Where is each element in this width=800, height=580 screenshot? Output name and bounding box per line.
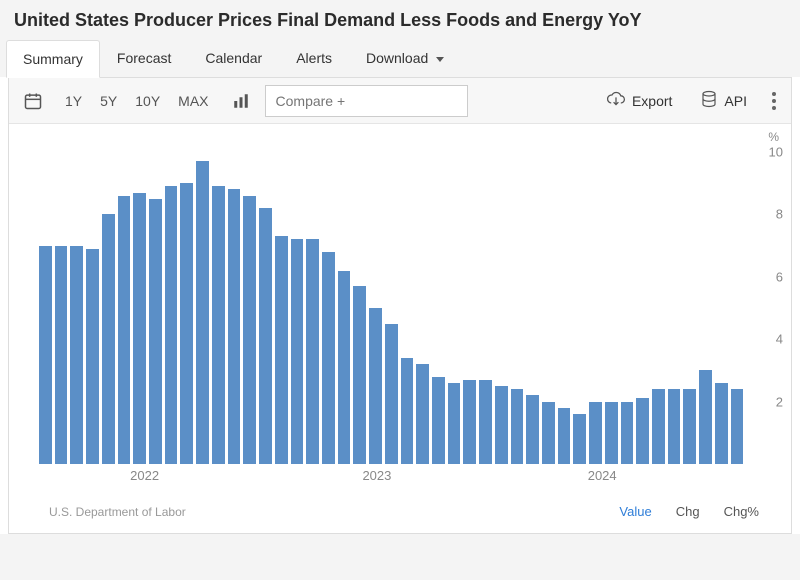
x-tick-label: 2023 [362, 468, 391, 483]
x-tick-label: 2022 [130, 468, 159, 483]
range-10y[interactable]: 10Y [127, 87, 168, 115]
bar[interactable] [573, 414, 586, 464]
bar[interactable] [463, 380, 476, 464]
x-tick-label: 2024 [588, 468, 617, 483]
source-label: U.S. Department of Labor [49, 505, 186, 519]
bar[interactable] [165, 186, 178, 464]
bar[interactable] [180, 183, 193, 464]
range-1y[interactable]: 1Y [57, 87, 90, 115]
page-title: United States Producer Prices Final Dema… [14, 10, 786, 31]
metric-chgpct[interactable]: Chg% [712, 504, 771, 519]
bar[interactable] [102, 214, 115, 464]
metric-chg[interactable]: Chg [664, 504, 712, 519]
tab-alerts[interactable]: Alerts [279, 39, 349, 77]
bar[interactable] [605, 402, 618, 464]
bar[interactable] [542, 402, 555, 464]
bar[interactable] [621, 402, 634, 464]
bar[interactable] [228, 189, 241, 464]
range-5y[interactable]: 5Y [92, 87, 125, 115]
y-tick-label: 10 [769, 145, 783, 160]
chart: % 2 4 6 8 10 2022 2023 2024 [9, 124, 791, 494]
bar[interactable] [385, 324, 398, 464]
bar[interactable] [699, 370, 712, 464]
bar[interactable] [306, 239, 319, 464]
bar[interactable] [448, 383, 461, 464]
chart-toolbar: 1Y5Y10YMAX Export [9, 78, 791, 124]
bar[interactable] [338, 271, 351, 464]
bar[interactable] [652, 389, 665, 464]
bar[interactable] [322, 252, 335, 464]
tab-download[interactable]: Download [349, 39, 461, 77]
export-button[interactable]: Export [596, 87, 682, 114]
api-button[interactable]: API [690, 86, 757, 115]
bar[interactable] [133, 193, 146, 464]
bar[interactable] [558, 408, 571, 464]
bar[interactable] [243, 196, 256, 464]
y-tick-label: 8 [776, 207, 783, 222]
bar[interactable] [589, 402, 602, 464]
bar[interactable] [683, 389, 696, 464]
bar[interactable] [416, 364, 429, 464]
bar[interactable] [149, 199, 162, 464]
y-tick-label: 6 [776, 269, 783, 284]
y-axis-unit: % [768, 130, 779, 144]
bar[interactable] [118, 196, 131, 464]
bar[interactable] [369, 308, 382, 464]
bar[interactable] [55, 246, 68, 464]
bar[interactable] [259, 208, 272, 464]
bar[interactable] [86, 249, 99, 464]
range-max[interactable]: MAX [170, 87, 216, 115]
bar[interactable] [636, 398, 649, 464]
bar[interactable] [70, 246, 83, 464]
calendar-icon[interactable] [17, 85, 49, 117]
bar[interactable] [275, 236, 288, 464]
chevron-down-icon [436, 57, 444, 62]
bar[interactable] [479, 380, 492, 464]
bar[interactable] [511, 389, 524, 464]
tabset: SummaryForecastCalendarAlertsDownload [0, 39, 800, 77]
bar[interactable] [526, 395, 539, 464]
cloud-download-icon [606, 91, 626, 110]
bar[interactable] [715, 383, 728, 464]
more-options-icon[interactable] [765, 92, 783, 110]
api-label: API [724, 93, 747, 109]
bar[interactable] [401, 358, 414, 464]
metric-value[interactable]: Value [607, 504, 663, 519]
y-tick-label: 2 [776, 394, 783, 409]
bar[interactable] [495, 386, 508, 464]
bar[interactable] [668, 389, 681, 464]
bar[interactable] [291, 239, 304, 464]
tab-summary[interactable]: Summary [6, 40, 100, 78]
bar[interactable] [353, 286, 366, 464]
bar[interactable] [196, 161, 209, 464]
bar[interactable] [731, 389, 744, 464]
tab-forecast[interactable]: Forecast [100, 39, 188, 77]
bar[interactable] [212, 186, 225, 464]
column-chart-icon[interactable] [225, 85, 257, 117]
bar[interactable] [39, 246, 52, 464]
y-tick-label: 4 [776, 332, 783, 347]
bar[interactable] [432, 377, 445, 464]
compare-input[interactable] [265, 85, 468, 117]
export-label: Export [632, 93, 672, 109]
tab-calendar[interactable]: Calendar [188, 39, 279, 77]
database-icon [700, 90, 718, 111]
